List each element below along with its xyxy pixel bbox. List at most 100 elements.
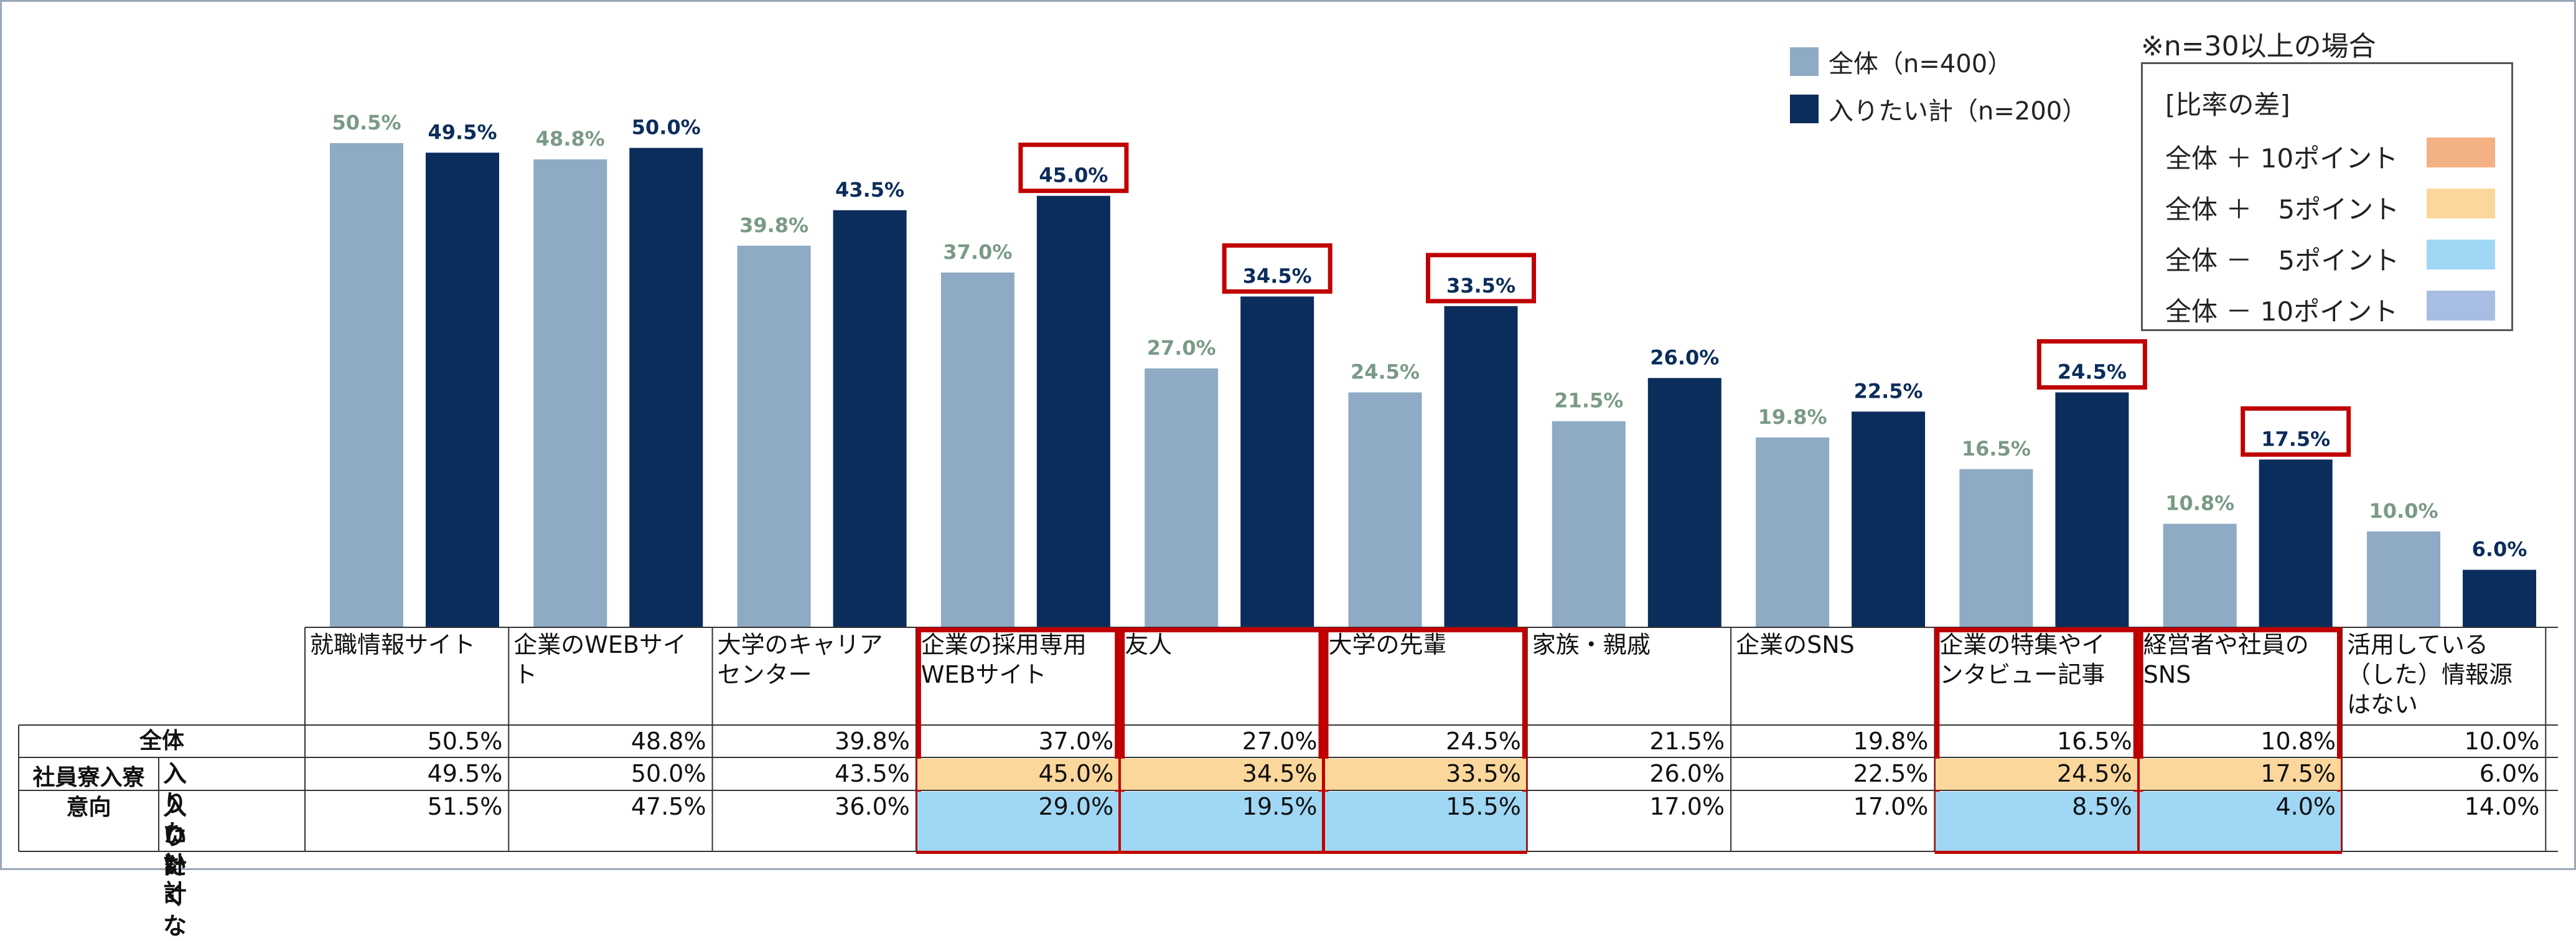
category-header: 企業の特集やイ xyxy=(1939,631,2105,658)
highlight-box xyxy=(1426,253,1536,304)
bar-want-to-enter xyxy=(1240,296,1314,627)
ratio-swatch-minus5 xyxy=(2427,240,2495,269)
ratio-legend-label-plus5: 全体 ＋ 5ポイント xyxy=(2165,194,2400,225)
highlight-box xyxy=(2241,406,2351,457)
data-label-overall: 39.8% xyxy=(739,213,808,237)
row-group-label: 意向 xyxy=(66,795,111,820)
data-label-want-to-enter: 50.0% xyxy=(632,116,701,139)
data-label-want-to-enter: 24.5% xyxy=(2058,360,2127,384)
data-label-want-to-enter: 45.0% xyxy=(1039,164,1108,187)
bar-want-to-enter xyxy=(1036,195,1110,627)
data-label-overall: 19.8% xyxy=(1758,405,1827,429)
category-header: 友人 xyxy=(1125,631,1173,658)
table-cell-value: 43.5% xyxy=(835,760,910,787)
category-header: 大学の先輩 xyxy=(1328,631,1447,658)
table-cell-value: 50.0% xyxy=(630,760,706,787)
category-header: 家族・親戚 xyxy=(1532,631,1651,658)
bar-want-to-enter xyxy=(2055,392,2129,627)
table-cell-value: 16.5% xyxy=(2056,728,2132,755)
category-header: 経営者や社員の xyxy=(2143,631,2309,658)
data-label-want-to-enter: 34.5% xyxy=(1243,264,1312,288)
category-header: ンタビュー記事 xyxy=(1939,661,2105,688)
data-label-want-to-enter: 26.0% xyxy=(1650,345,1719,369)
data-label-want-to-enter: 49.5% xyxy=(428,120,497,144)
table-cell-value: 37.0% xyxy=(1038,728,1114,755)
data-label-overall: 48.8% xyxy=(536,127,605,151)
table-cell-value: 34.5% xyxy=(1242,760,1318,787)
bar-overall xyxy=(2367,531,2440,627)
table-cell-value: 15.5% xyxy=(1446,793,1521,820)
cell-fill xyxy=(1324,759,1526,790)
table-cell-value: 27.0% xyxy=(1242,728,1318,755)
table-cell-value: 17.0% xyxy=(1649,793,1725,820)
bar-want-to-enter xyxy=(1647,378,1721,627)
category-header: 企業の採用専用 xyxy=(920,631,1087,658)
bar-overall xyxy=(1348,392,1422,627)
bar-want-to-enter xyxy=(426,152,499,627)
legend-label-want-to-enter: 入りたい計（n=200） xyxy=(1829,97,2087,126)
category-header: 大学のキャリア xyxy=(717,631,883,658)
data-label-overall: 16.5% xyxy=(1962,437,2031,461)
table-cell-value: 19.8% xyxy=(1853,728,1929,755)
highlight-box xyxy=(2036,339,2147,390)
table-cell-value: 36.0% xyxy=(835,793,910,820)
table-cell-value: 49.5% xyxy=(427,760,503,787)
cell-fill xyxy=(917,792,1119,851)
category-header: 企業のWEBサイ xyxy=(513,631,686,658)
data-label-overall: 37.0% xyxy=(943,240,1012,264)
table-cell-value: 6.0% xyxy=(2479,760,2540,787)
bar-want-to-enter xyxy=(629,147,703,628)
category-header: SNS xyxy=(2143,661,2191,688)
ratio-swatch-plus5 xyxy=(2427,189,2495,218)
category-header: WEBサイト xyxy=(920,661,1047,688)
table-cell-value: 21.5% xyxy=(1649,728,1725,755)
table-cell-value: 4.0% xyxy=(2275,793,2336,820)
bar-want-to-enter xyxy=(2463,569,2536,627)
table-cell-value: 24.5% xyxy=(1446,728,1521,755)
table-cell-value: 45.0% xyxy=(1038,760,1114,787)
category-header: 企業のSNS xyxy=(1736,631,1855,658)
highlight-column-box xyxy=(916,627,1120,854)
ratio-legend-label-minus5: 全体 － 5ポイント xyxy=(2165,245,2400,276)
sample-size-note: ※n=30以上の場合 xyxy=(2141,30,2376,62)
bar-want-to-enter xyxy=(2259,459,2333,627)
cell-fill xyxy=(1121,759,1323,790)
bar-chart: 50.5% 49.5% 48.8% 50.0% 39.8% 43.5% 37.0% 45.0%… xyxy=(18,111,2558,854)
highlight-column-box xyxy=(1120,627,1324,854)
bar-overall xyxy=(1959,469,2033,627)
data-label-overall: 50.5% xyxy=(332,111,401,134)
bar-want-to-enter xyxy=(1444,306,1518,627)
data-label-overall: 10.8% xyxy=(2165,492,2234,515)
category-header: センター xyxy=(717,661,812,688)
table-cell-value: 33.5% xyxy=(1446,760,1521,787)
category-header: 就職情報サイト xyxy=(310,631,476,658)
ratio-legend-title: [比率の差] xyxy=(2165,90,2290,120)
ratio-legend-label-minus10: 全体 － 10ポイント xyxy=(2165,296,2399,327)
cell-fill xyxy=(2139,759,2341,790)
row-label-overall: 全体 xyxy=(139,728,184,754)
legend-item-overall: 全体（n=400） xyxy=(1790,44,2012,80)
table-cell-value: 17.5% xyxy=(2260,760,2336,787)
row-label-not-want-to-enter: い計 xyxy=(163,822,187,879)
data-label-want-to-enter: 43.5% xyxy=(835,178,904,202)
legend-swatch-overall xyxy=(1790,47,1819,76)
table-cell-value: 39.8% xyxy=(835,728,910,755)
highlight-column-box xyxy=(2138,627,2342,854)
category-header: （した）情報源 xyxy=(2347,661,2513,688)
data-label-overall: 10.0% xyxy=(2369,499,2438,523)
data-label-want-to-enter: 33.5% xyxy=(1446,274,1515,297)
ratio-swatch-plus10 xyxy=(2427,138,2495,167)
bar-overall xyxy=(940,272,1014,627)
chart-frame xyxy=(0,0,2576,870)
bar-overall xyxy=(330,143,403,627)
data-label-want-to-enter: 17.5% xyxy=(2261,427,2330,451)
legend-label-overall: 全体（n=400） xyxy=(1829,50,2013,78)
table-cell-value: 24.5% xyxy=(2056,760,2132,787)
table-cell-value: 22.5% xyxy=(1853,760,1929,787)
table-cell-value: 26.0% xyxy=(1649,760,1725,787)
data-label-overall: 24.5% xyxy=(1351,360,1420,384)
category-header: 活用している xyxy=(2347,631,2488,658)
data-label-overall: 27.0% xyxy=(1147,336,1216,360)
row-group-label: 社員寮入寮 xyxy=(32,765,145,790)
table-cell-value: 47.5% xyxy=(630,793,706,820)
